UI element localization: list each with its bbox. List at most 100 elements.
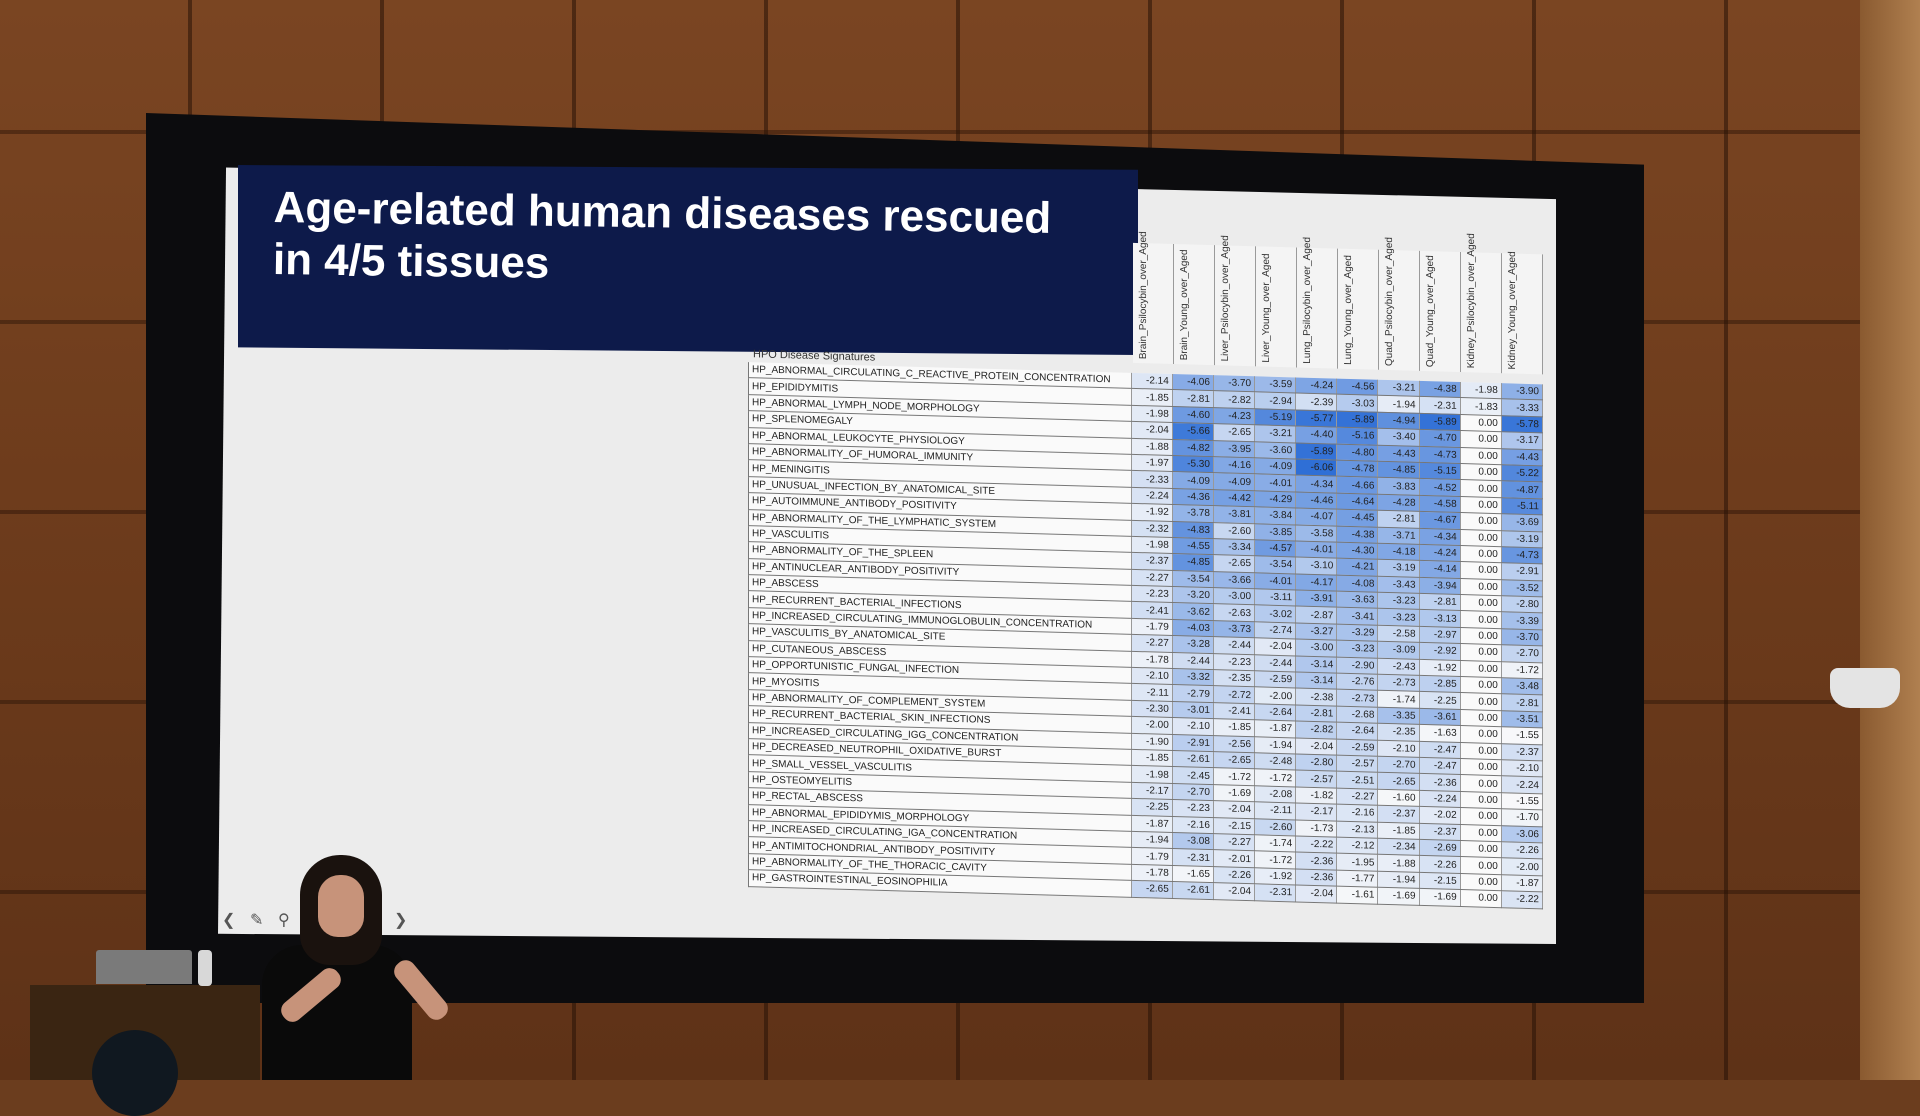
value-cell: -3.95 — [1213, 440, 1255, 458]
value-cell: -2.57 — [1295, 770, 1337, 788]
value-cell: -4.16 — [1213, 456, 1255, 475]
value-cell: -1.95 — [1336, 853, 1378, 871]
value-cell: -3.29 — [1336, 623, 1378, 642]
value-cell: -2.64 — [1336, 722, 1378, 740]
pen-icon[interactable]: ✎ — [250, 912, 264, 929]
value-cell: -1.72 — [1254, 769, 1296, 787]
value-cell: -4.34 — [1419, 527, 1461, 546]
value-cell: -3.17 — [1501, 431, 1543, 450]
value-cell: 0.00 — [1460, 791, 1502, 809]
value-cell: -4.73 — [1501, 546, 1543, 565]
value-cell: 0.00 — [1460, 545, 1502, 563]
value-cell: -2.36 — [1295, 852, 1337, 870]
value-cell: -3.08 — [1172, 832, 1214, 850]
value-cell: -2.31 — [1254, 883, 1296, 902]
value-cell: -3.85 — [1254, 523, 1296, 541]
column-header: Brain_Young_over_Aged — [1174, 244, 1215, 366]
value-cell: -2.27 — [1213, 833, 1255, 852]
value-cell: -3.06 — [1501, 825, 1543, 843]
value-cell: -1.90 — [1131, 732, 1173, 751]
value-cell: -2.70 — [1377, 756, 1420, 774]
value-cell: 0.00 — [1460, 611, 1502, 629]
value-cell: -4.55 — [1172, 537, 1214, 555]
value-cell: -1.92 — [1419, 659, 1461, 677]
magnifier-icon[interactable]: ⚲ — [278, 912, 290, 929]
value-cell: -1.85 — [1213, 718, 1255, 737]
value-cell: -3.70 — [1213, 375, 1255, 393]
value-cell: -2.90 — [1336, 656, 1378, 675]
value-cell: -2.24 — [1419, 790, 1461, 808]
value-cell: -2.69 — [1419, 839, 1461, 857]
value-cell: -5.22 — [1501, 464, 1543, 483]
value-cell: -2.30 — [1131, 700, 1173, 718]
value-cell: 0.00 — [1460, 561, 1502, 580]
value-cell: -2.04 — [1254, 638, 1296, 656]
forward-arrow-icon[interactable]: ❯ — [394, 912, 408, 929]
value-cell: -2.44 — [1172, 652, 1214, 670]
value-cell: -2.44 — [1254, 654, 1296, 672]
column-headers: Brain_Psilocybin_over_Aged Brain_Young_ov… — [1133, 231, 1543, 375]
value-cell: -2.26 — [1213, 866, 1255, 884]
value-cell: -2.38 — [1295, 688, 1337, 706]
value-cell: -2.00 — [1131, 716, 1173, 735]
value-cell: -3.09 — [1377, 641, 1420, 660]
value-cell: -3.54 — [1254, 556, 1296, 574]
value-cell: -4.21 — [1336, 558, 1378, 576]
column-header: Quad_Young_over_Aged — [1420, 250, 1461, 373]
value-cell: -2.97 — [1419, 626, 1461, 644]
value-cell: -4.08 — [1336, 574, 1378, 593]
value-cell: -3.14 — [1295, 671, 1337, 690]
value-cell: -1.65 — [1172, 865, 1214, 883]
value-cell: -4.80 — [1336, 443, 1378, 462]
value-cell: 0.00 — [1460, 889, 1502, 908]
value-cell: -3.84 — [1254, 506, 1296, 525]
value-cell: -1.83 — [1460, 397, 1502, 416]
value-cell: -3.91 — [1295, 590, 1337, 608]
value-cell: -2.23 — [1131, 585, 1173, 603]
value-cell: -2.37 — [1419, 822, 1461, 841]
value-cell: -2.37 — [1131, 552, 1173, 571]
value-cell: 0.00 — [1460, 447, 1502, 465]
value-cell: -4.64 — [1336, 492, 1378, 511]
value-cell: -4.40 — [1295, 426, 1337, 444]
value-cell: -4.36 — [1172, 488, 1214, 506]
value-cell: 0.00 — [1460, 840, 1502, 859]
title-line-2: in 4/5 tissues — [272, 234, 550, 288]
value-cell: -1.74 — [1254, 834, 1296, 853]
value-cell: 0.00 — [1460, 463, 1502, 482]
value-cell: -2.74 — [1254, 621, 1296, 640]
value-cell: -3.35 — [1377, 707, 1420, 725]
column-header-label: Kidney_Psilocybin_over_Aged — [1466, 233, 1477, 369]
value-cell: -2.82 — [1213, 391, 1255, 409]
value-cell: -2.10 — [1377, 739, 1420, 758]
value-cell: -2.24 — [1131, 487, 1173, 505]
value-cell: -2.61 — [1172, 750, 1214, 769]
column-header: Quad_Psilocybin_over_Aged — [1379, 237, 1420, 371]
value-cell: -2.61 — [1172, 881, 1214, 900]
value-cell: -3.20 — [1172, 586, 1214, 605]
back-arrow-icon[interactable]: ❮ — [222, 912, 236, 929]
value-cell: -3.01 — [1172, 701, 1214, 719]
value-cell: -3.02 — [1254, 605, 1296, 623]
value-cell: -1.87 — [1254, 719, 1296, 738]
value-cell: -2.08 — [1254, 785, 1296, 804]
value-cell: -1.69 — [1377, 887, 1420, 905]
value-cell: -3.60 — [1254, 441, 1296, 459]
value-cell: -2.41 — [1213, 702, 1255, 720]
value-cell: -2.58 — [1377, 625, 1420, 643]
value-cell: -1.79 — [1131, 618, 1173, 636]
value-cell: -3.14 — [1295, 655, 1337, 674]
value-cell: -6.06 — [1295, 458, 1337, 477]
value-cell: -1.69 — [1213, 784, 1255, 802]
value-cell: -4.57 — [1254, 539, 1296, 558]
value-cell: 0.00 — [1460, 873, 1502, 891]
value-cell: -3.94 — [1419, 577, 1461, 595]
value-cell: -5.15 — [1419, 462, 1461, 480]
column-header: Brain_Psilocybin_over_Aged — [1133, 231, 1174, 365]
value-cell: -1.85 — [1377, 821, 1420, 840]
value-cell: 0.00 — [1460, 594, 1502, 613]
wall-lamp — [1830, 668, 1900, 708]
value-cell: -4.29 — [1254, 490, 1296, 509]
value-cell: -2.01 — [1213, 849, 1255, 868]
value-cell: -4.43 — [1501, 448, 1543, 466]
